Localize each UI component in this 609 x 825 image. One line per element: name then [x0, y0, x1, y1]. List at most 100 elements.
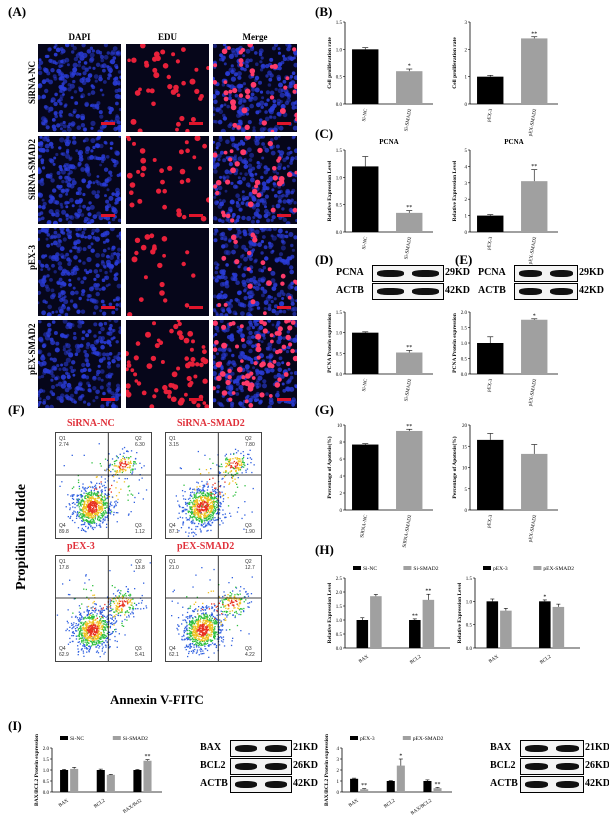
col-label-dapi: DAPI	[68, 32, 91, 42]
legend-swatch-h1	[403, 566, 412, 570]
x-tick-label-d: Si-SMAD2	[404, 378, 413, 402]
panel-label-i: (I)	[8, 718, 22, 733]
blot-band	[524, 745, 549, 752]
x-tick-label-c2: pEX-3	[487, 236, 494, 250]
y-tick-label-c1: 1.0	[336, 176, 343, 181]
flow-quadrant-value: Q2 7.80	[245, 436, 255, 448]
bar-i2-pex-3-0	[350, 778, 359, 792]
y-tick-label-e: 0.5	[461, 358, 468, 363]
bar-d-0	[352, 332, 379, 374]
blot-label-actb: ACTB	[336, 285, 364, 296]
y-tick-label-i1: 0.0	[43, 791, 50, 796]
blot-band	[555, 781, 580, 788]
y-axis-label-c2: Relative Expression Level	[452, 160, 458, 221]
x-tick-label-c1: Si-NC	[362, 236, 369, 250]
scale-bar	[277, 122, 291, 125]
blot-kd-actb: 42KD	[445, 285, 470, 296]
bar-b1-1	[396, 71, 423, 104]
bar-i2-pex-smad2-0	[360, 789, 369, 792]
y-axis-label-i1: BAX/BCL2 Protein expression	[34, 734, 40, 806]
legend-swatch-h2	[483, 566, 491, 570]
y-tick-label-g2: 15	[462, 445, 468, 450]
y-tick-label-e: 1.5	[461, 327, 468, 332]
bar-c2-0	[477, 215, 504, 232]
blot-band	[234, 763, 258, 770]
y-tick-label-b2: 3	[465, 21, 468, 26]
x-tick-label-g1: SiRNA-NC	[360, 514, 369, 539]
y-tick-label-g1: 4	[340, 475, 343, 480]
x-tick-label-h1: BAX	[358, 654, 370, 664]
flow-plot-3: Q1 21.0 Q2 12.7 Q4 62.1 Q3 4.22	[165, 555, 262, 662]
y-axis-label-c1: Relative Expression Level	[327, 160, 333, 221]
y-tick-label-g2: 20	[462, 424, 468, 429]
y-tick-label-h2: 1.0	[466, 600, 473, 605]
scale-bar	[189, 122, 203, 125]
y-tick-label-d: 1.5	[336, 311, 343, 316]
y-tick-label-i1: 0.5	[43, 780, 50, 785]
x-tick-label-b1: Si-NC	[362, 108, 369, 122]
panel-label-f: (F)	[8, 402, 25, 417]
blot-band	[524, 781, 549, 788]
y-tick-label-e: 1.0	[461, 342, 468, 347]
flow-quadrant-value: Q2 13.8	[135, 559, 145, 571]
blot-kd-actb: 42KD	[579, 285, 604, 296]
blot-label-actb: ACTB	[478, 285, 506, 296]
flow-quadrant-value: Q2 12.7	[245, 559, 255, 571]
significance-mark-h2: *	[543, 594, 546, 600]
blot-band	[518, 270, 543, 277]
scale-bar	[277, 214, 291, 217]
blot-kd-bax: 21KD	[585, 742, 609, 753]
bar-b2-1	[521, 38, 548, 104]
y-tick-label-h1: 2.0	[336, 591, 343, 596]
y-tick-label-h2: 0.0	[466, 647, 473, 652]
x-tick-label-g2: pEX-3	[487, 514, 494, 528]
blot-label-actb: ACTB	[200, 778, 228, 789]
y-tick-label-e: 0.0	[461, 373, 468, 378]
significance-mark-h1: **	[412, 613, 418, 619]
bar-i1-si-smad2-1	[106, 774, 115, 792]
significance-mark-i2: **	[435, 782, 441, 788]
blot-strip-bax	[520, 740, 584, 757]
panel-label-b: (B)	[315, 4, 333, 19]
blot-label-bax: BAX	[200, 742, 222, 753]
flow-title-2: pEX-3	[67, 541, 95, 552]
flow-quadrant-value: Q4 62.1	[169, 646, 179, 658]
micro-pex-3-merge	[213, 228, 297, 316]
y-tick-label-g2: 5	[465, 488, 468, 493]
bar-c1-0	[352, 166, 379, 232]
y-tick-label-e: 2.0	[461, 311, 468, 316]
bar-i2-pex-smad2-2	[433, 788, 442, 792]
legend-swatch-i1	[60, 736, 68, 740]
y-tick-label-h1: 1.0	[336, 619, 343, 624]
flow-plot-2: Q1 17.8 Q2 13.8 Q4 62.9 Q3 5.41	[55, 555, 152, 662]
x-tick-label-c2: pEX-SMAD2	[528, 236, 538, 265]
legend-label-i2: pEX-SMAD2	[413, 736, 444, 742]
flow-plot-0: Q1 2.74 Q2 6.30 Q4 89.8 Q3 1.12	[55, 432, 152, 539]
scale-bar	[189, 398, 203, 401]
blot-band	[264, 763, 288, 770]
y-tick-label-c2: 1	[465, 215, 468, 220]
legend-label-i1: Si-NC	[70, 736, 84, 742]
y-tick-label-i2: 1	[337, 780, 340, 785]
x-tick-label-e: pEX-3	[487, 378, 494, 392]
significance-mark-i2: *	[399, 754, 402, 760]
bar-h2-pex-3-1	[539, 601, 551, 648]
flow-quadrant-value: Q4 87.1	[169, 523, 179, 535]
y-tick-label-i1: 1.5	[43, 758, 50, 763]
blot-kd-bcl2: 26KD	[293, 760, 318, 771]
significance-mark-i2: **	[361, 783, 367, 789]
y-tick-label-h1: 1.5	[336, 605, 343, 610]
blot-strip-bcl2	[230, 758, 292, 775]
blot-strip-actb	[514, 283, 578, 300]
bar-i2-pex-3-2	[423, 781, 432, 792]
blot-strip-pcna	[514, 265, 578, 282]
bar-i1-si-nc-1	[96, 770, 105, 792]
y-tick-label-d: 1.0	[336, 332, 343, 337]
micro-sirna-smad2-edu	[126, 136, 209, 224]
bar-i1-si-nc-2	[133, 770, 142, 792]
micro-sirna-smad2-merge	[213, 136, 297, 224]
flow-quadrant-value: Q3 5.41	[135, 646, 145, 658]
blot-strip-actb	[520, 776, 584, 793]
y-tick-label-i2: 4	[337, 747, 340, 752]
scale-bar	[101, 122, 115, 125]
